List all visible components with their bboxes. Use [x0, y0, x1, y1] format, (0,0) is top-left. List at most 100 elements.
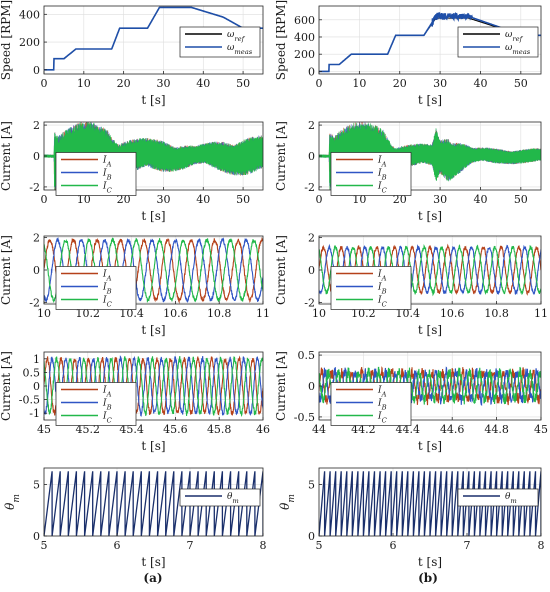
x-tick-label: 46 [256, 423, 270, 436]
chart-a4: 45 45.2 45.4 45.6 45.8 46 -1-0.500.51 t [s] Curr… [0, 351, 270, 453]
y-tick-label: 2 [308, 119, 315, 132]
x-tick-label: 50 [236, 77, 250, 90]
legend-box [457, 26, 539, 58]
y-axis-label: Current [A] [0, 235, 13, 305]
legend-label: IC [377, 412, 388, 425]
x-tick-label: 5 [41, 539, 48, 552]
y-tick-label: -2 [304, 181, 315, 194]
y-tick-label: -1 [29, 407, 40, 420]
x-tick-label: 6 [390, 539, 397, 552]
y-tick-label: 0 [33, 380, 40, 393]
axes-frame [318, 467, 542, 537]
x-axis-label: t [s] [141, 439, 165, 453]
series-I_B [319, 366, 541, 406]
x-tick-label: 8 [538, 539, 545, 552]
y-axis-label: Current [A] [0, 351, 13, 421]
x-tick-label: 10.8 [484, 307, 509, 320]
x-tick-label: 0 [316, 193, 323, 206]
x-axis-label: t [s] [418, 323, 442, 337]
chart-b1: 0 10 20 30 40 50 0 200 400 600 t [s] Speed [RPM] ωre… [274, 0, 542, 107]
x-tick-label: 40 [473, 77, 487, 90]
series-meas [44, 6, 263, 71]
y-axis-label: Current [A] [0, 121, 13, 191]
y-tick-label: 0 [308, 380, 315, 393]
legend-label: ωref [227, 30, 246, 43]
legend-label: IC [377, 182, 388, 195]
y-tick-label: 600 [294, 14, 315, 27]
y-tick-label: -2 [29, 296, 40, 309]
y-tick-label: 0 [33, 264, 40, 277]
y-axis-label: θm [278, 494, 297, 510]
y-tick-label: 400 [294, 31, 315, 44]
legend-label: IA [377, 386, 387, 399]
legend-label: IC [102, 412, 113, 425]
x-tick-label: 20 [393, 77, 407, 90]
y-tick-label: -0.5 [294, 411, 315, 424]
y-tick-label: 400 [19, 8, 40, 21]
y-tick-label: 5 [33, 478, 40, 491]
x-tick-label: 5 [316, 539, 323, 552]
x-tick-label: 10.4 [396, 307, 421, 320]
y-axis-label: Speed [RPM] [274, 0, 288, 80]
series-theta [44, 471, 263, 536]
legend-box [457, 488, 539, 507]
legend-label: IA [102, 270, 112, 283]
legend-label: IB [377, 283, 387, 296]
x-tick-label: 10.2 [76, 307, 101, 320]
x-tick-label: 8 [260, 539, 267, 552]
y-axis-label: Speed [RPM] [0, 0, 13, 80]
x-tick-label: 0 [41, 77, 48, 90]
axes-frame [43, 5, 264, 75]
x-tick-label: 45.6 [163, 423, 188, 436]
x-tick-label: 11 [256, 307, 270, 320]
x-tick-label: 50 [236, 193, 250, 206]
y-tick-label: 200 [19, 36, 40, 49]
y-tick-label: 0 [308, 150, 315, 163]
x-tick-label: 40 [473, 193, 487, 206]
legend-label: IA [377, 270, 387, 283]
legend-label: IA [102, 386, 112, 399]
legend-label: ωmeas [505, 43, 531, 56]
x-tick-label: 10.4 [119, 307, 144, 320]
legend-label: IC [102, 296, 113, 309]
axes-frame [43, 467, 264, 537]
series-group [44, 471, 263, 536]
legend: θm [457, 488, 539, 507]
x-axis-label: t [s] [141, 555, 165, 569]
x-axis-label: t [s] [141, 323, 165, 337]
legend-label: IC [377, 296, 388, 309]
y-axis-label: θm [3, 494, 22, 510]
legend: θm [179, 488, 261, 507]
x-tick-label: 50 [514, 77, 528, 90]
x-tick-label: 10.6 [163, 307, 188, 320]
x-tick-label: 7 [187, 539, 194, 552]
legend-label: IA [377, 156, 387, 169]
chart-a3: 10 10.2 10.4 10.6 10.8 11 -2 0 2 t [s] Current [A]… [0, 232, 270, 337]
x-tick-label: 20 [117, 77, 131, 90]
legend-label: θm [227, 492, 239, 505]
legend-label: IA [102, 156, 112, 169]
y-tick-label: 2 [33, 232, 40, 245]
y-tick-label: 0 [308, 65, 315, 78]
x-axis-label: t [s] [418, 209, 442, 223]
x-tick-label: 10 [312, 307, 326, 320]
axes-frame [318, 5, 542, 75]
y-tick-label: 0.5 [298, 349, 316, 362]
y-axis-label: Current [A] [274, 121, 288, 191]
legend-label: ωmeas [227, 43, 253, 56]
series-group [44, 6, 263, 71]
legend-box [179, 488, 261, 507]
legend-label: IB [377, 169, 387, 182]
x-tick-label: 40 [196, 77, 210, 90]
x-axis-label: t [s] [418, 439, 442, 453]
x-tick-label: 10 [77, 77, 91, 90]
x-tick-label: 10.6 [440, 307, 465, 320]
legend-label: IB [102, 399, 112, 412]
x-tick-label: 11 [534, 307, 548, 320]
